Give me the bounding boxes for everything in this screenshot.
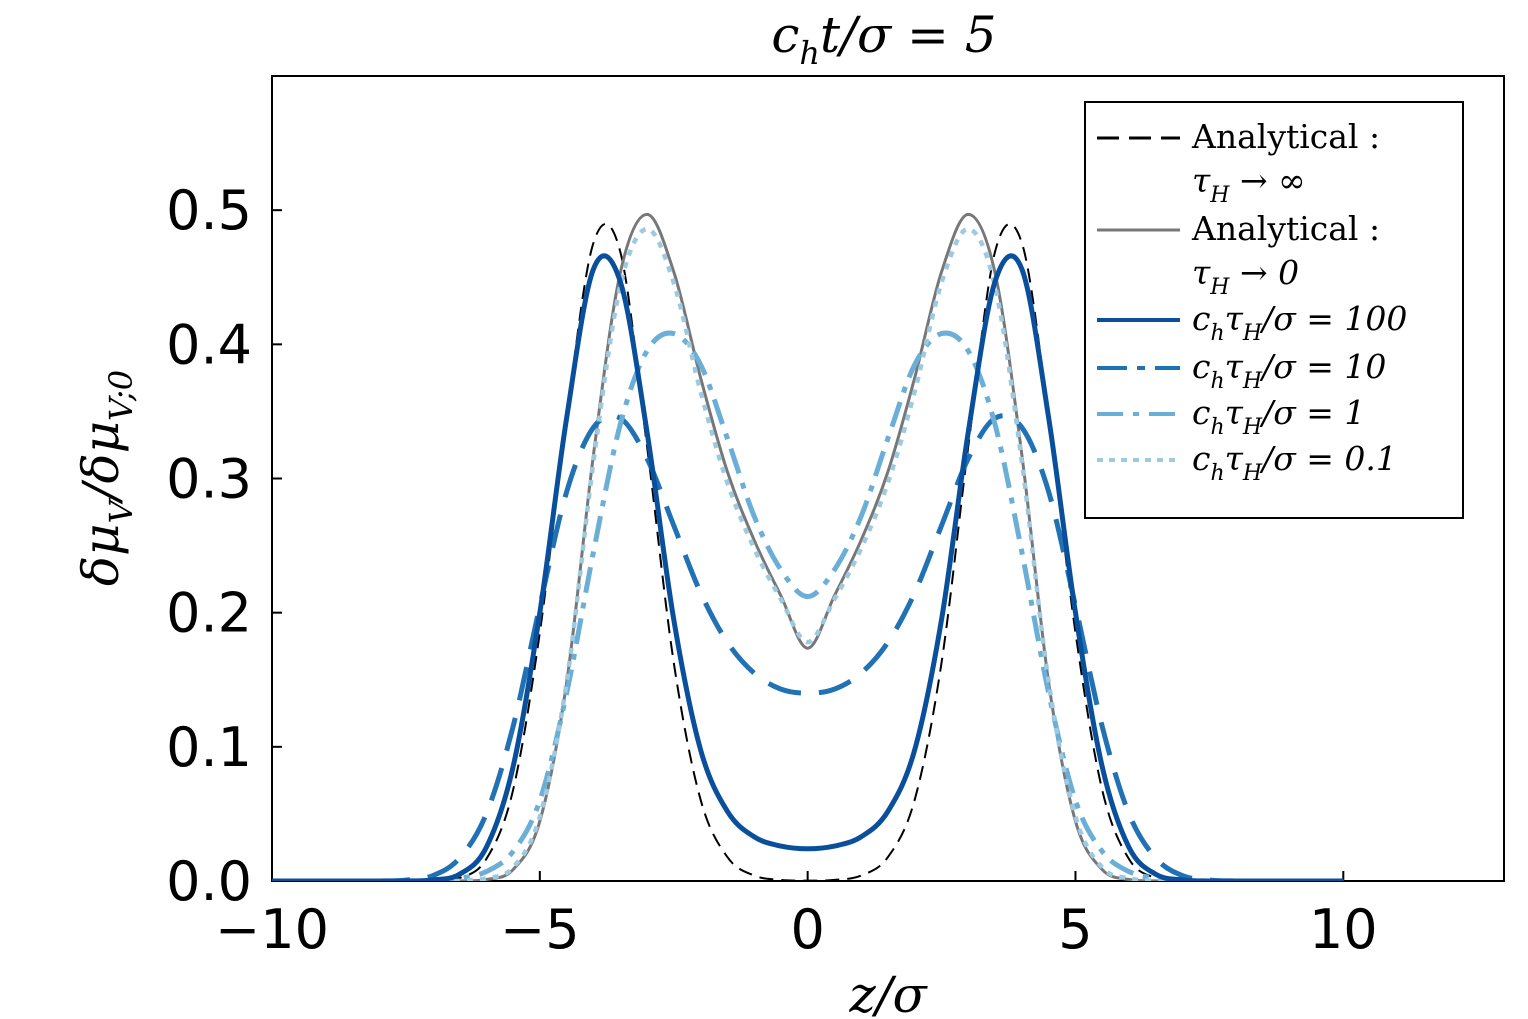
series-layer — [272, 212, 1344, 881]
x-tick-label: 0 — [790, 898, 824, 961]
legend: Analytical :τH → ∞Analytical :τH → 0chτH… — [1084, 101, 1464, 519]
y-tick-label: 0.5 — [166, 179, 252, 242]
y-tick-label: 0.4 — [166, 313, 252, 376]
x-axis-label: z/σ — [848, 966, 928, 1019]
legend-box — [1084, 101, 1464, 519]
x-tick-label: 5 — [1058, 898, 1092, 961]
axis-ticks — [271, 209, 1345, 882]
series-line-2 — [272, 212, 1344, 881]
series-line-6 — [272, 226, 1344, 881]
svg-text:δμV/δμV;0: δμV/δμV;0 — [72, 370, 140, 586]
legend-label: chτH/σ = 10 — [1192, 347, 1386, 394]
axis-tick-labels: −10 −5 0 5 10 0.0 0.1 0.2 0.3 0.4 0.5 — [166, 179, 1378, 961]
legend-label: chτH/σ = 0.1 — [1192, 439, 1397, 486]
x-tick-label: −10 — [215, 898, 329, 961]
series-line-1 — [272, 223, 1344, 881]
series-line-3 — [272, 253, 1344, 881]
chart-title: cht/σ = 5 — [771, 6, 996, 72]
legend-label: Analytical : — [1191, 209, 1380, 248]
y-tick-label: 0.3 — [166, 448, 252, 511]
y-tick-label: 0.0 — [166, 850, 252, 913]
x-tick-label: 10 — [1309, 898, 1378, 961]
legend-label: chτH/σ = 1 — [1192, 393, 1365, 440]
legend-label-line2: τH → 0 — [1192, 253, 1299, 300]
legend-label: chτH/σ = 100 — [1192, 299, 1407, 346]
legend-label: Analytical : — [1191, 117, 1380, 156]
x-tick-label: −5 — [500, 898, 580, 961]
legend-label-line2: τH → ∞ — [1192, 161, 1306, 208]
series-line-5 — [272, 330, 1344, 881]
y-tick-label: 0.1 — [166, 716, 252, 779]
y-axis-label: δμV/δμV;0 — [72, 370, 140, 586]
y-tick-label: 0.2 — [166, 582, 252, 645]
